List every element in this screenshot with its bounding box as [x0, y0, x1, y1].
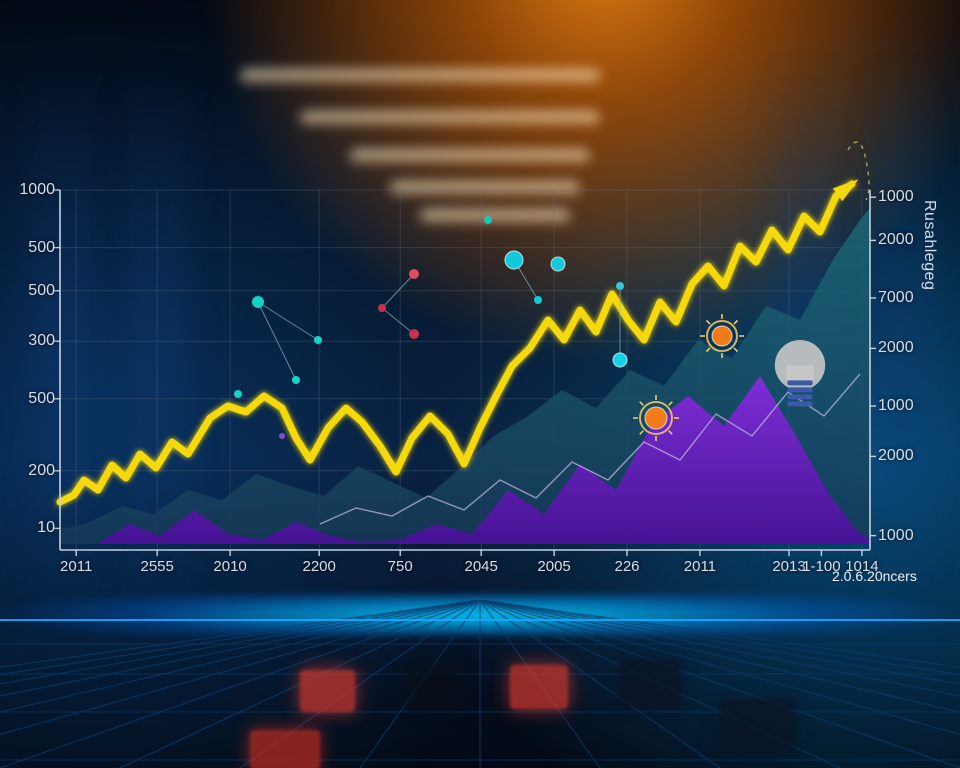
x-tick-label: 2011 [60, 558, 92, 575]
x-tick-label: 2010 [213, 558, 246, 575]
x-tick-label: 2013 [772, 558, 805, 575]
y-right-tick-label: 2000 [878, 231, 914, 249]
ceiling-light [350, 150, 590, 164]
floor-tile [250, 730, 320, 768]
y-right-tick-label: 7000 [878, 289, 914, 307]
y-left-tick-label: 500 [28, 390, 55, 408]
y-right-tick-label: 1000 [878, 527, 914, 545]
corner-caption: 2.0.6.20ncers [832, 568, 917, 584]
x-tick-label: 226 [614, 558, 639, 575]
ceiling-light [300, 112, 600, 126]
y-right-tick-label: 1000 [878, 188, 914, 206]
x-tick-label: 2200 [303, 558, 336, 575]
y-right-tick-label: 2000 [878, 339, 914, 357]
y-left-tick-label: 1000 [19, 181, 55, 199]
y-right-tick-label: 2000 [878, 447, 914, 465]
x-tick-label: 750 [388, 558, 413, 575]
ceiling-light [240, 70, 600, 84]
y-left-tick-label: 500 [28, 239, 55, 257]
floor-tile [620, 660, 680, 706]
floor-tile [300, 670, 355, 712]
x-tick-label: 2555 [141, 558, 174, 575]
y-left-tick-label: 200 [28, 462, 55, 480]
y-left-tick-label: 10 [37, 519, 55, 537]
right-axis-title: Rusahlegeg [920, 200, 938, 290]
floor-grid [0, 600, 960, 768]
y-left-tick-label: 500 [28, 282, 55, 300]
y-left-tick-label: 300 [28, 332, 55, 350]
y-right-tick-label: 1000 [878, 397, 914, 415]
scene: 1000 500 500 300 500 200 10 1000 2000 7000 2000 10… [0, 0, 960, 768]
floor-tile [510, 665, 568, 709]
floor-tile [405, 665, 460, 707]
growth-chart: 100050050030050020010 100020007000200010… [60, 190, 870, 580]
x-tick-label: 2005 [537, 558, 570, 575]
floor-tile [720, 700, 795, 750]
x-tick-label: 2045 [465, 558, 498, 575]
x-tick-label: 2011 [684, 558, 716, 575]
top-right-dashed-curve [848, 142, 869, 200]
